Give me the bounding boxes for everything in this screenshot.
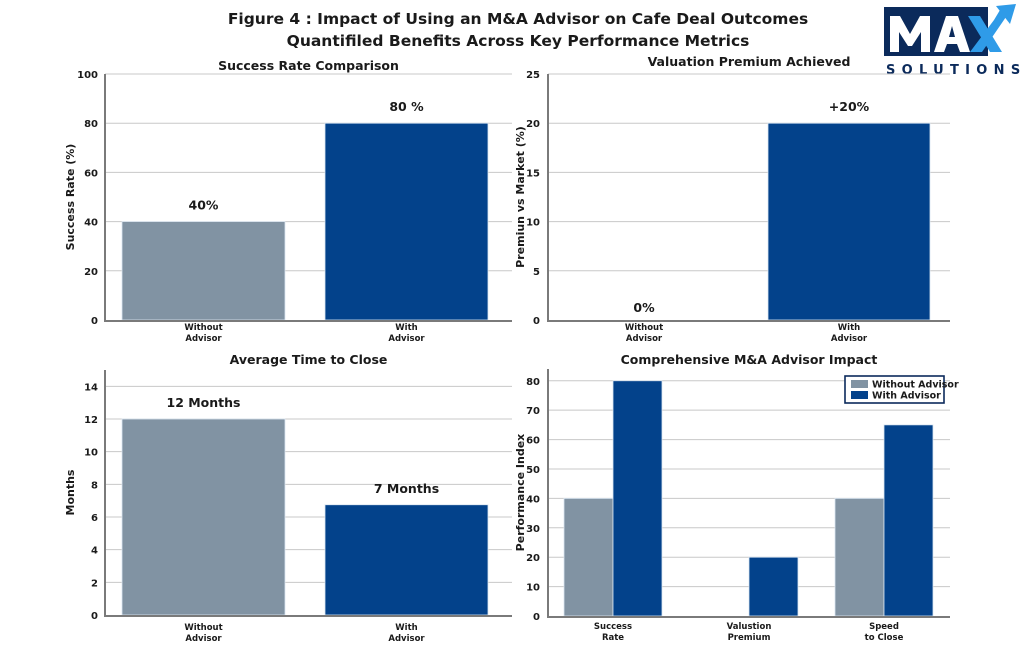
y-tick-label: 80 [84, 119, 98, 130]
y-tick-label: 0 [91, 611, 98, 622]
bar-with-advisor [748, 556, 799, 617]
logo-graphic: SOLUTIONS [884, 4, 1020, 78]
chart-title: Comprehensive M&A Advisor Impact [621, 352, 878, 367]
data-label: 80 % [389, 99, 424, 114]
y-tick-label: 2 [91, 578, 98, 589]
data-label: 40% [189, 198, 219, 213]
x-tick-label: Advisor [388, 334, 425, 344]
y-tick-label: 8 [91, 480, 98, 491]
y-tick-label: 5 [533, 267, 540, 278]
y-tick-label: 50 [526, 465, 540, 476]
y-tick-label: 20 [84, 267, 98, 278]
y-tick-label: 40 [84, 218, 98, 229]
y-tick-label: 20 [526, 119, 540, 130]
y-tick-label: 15 [526, 168, 540, 179]
bar-with-advisor [883, 424, 934, 617]
figure-title: Figure 4 : Impact of Using an M&A Adviso… [227, 10, 809, 28]
y-tick-label: 10 [84, 448, 98, 459]
data-label: 7 Months [374, 481, 439, 496]
chart-success-rate: Success Rate Comparison 0 20 40 60 80 100 Succe… [64, 58, 512, 344]
bar-with-advisor [767, 122, 931, 321]
arrow-up-right-icon [968, 4, 1016, 52]
data-label: 0% [633, 300, 655, 315]
x-tick-label: Valustion [727, 622, 772, 632]
y-tick-label: 30 [526, 524, 540, 535]
y-axis-label: Success Rate (%) [64, 144, 77, 251]
y-axis-label: Premiun vs Market (%) [514, 126, 527, 268]
chart-time-to-close: Average Time to Close 0 2 4 6 8 10 12 14 Months 12… [64, 352, 512, 644]
bar-with-advisor [324, 122, 489, 321]
chart-title: Success Rate Comparison [218, 58, 399, 73]
y-tick-label: 70 [526, 406, 540, 417]
x-tick-label: With [838, 323, 860, 333]
chart-title: Average Time to Close [230, 352, 388, 367]
legend-swatch-with-advisor [851, 391, 868, 399]
logo-letter-m [890, 16, 930, 52]
y-tick-label: 10 [526, 218, 540, 229]
y-axis-label: Performance Index [514, 434, 527, 552]
chart-comprehensive-impact: Comprehensive M&A Advisor Impact 0 10 20 30 4… [514, 352, 959, 643]
x-tick-label: Advisor [185, 334, 222, 344]
bar-with-advisor [612, 380, 663, 617]
x-tick-label: Without [625, 323, 663, 333]
y-tick-label: 60 [526, 436, 540, 447]
y-tick-label: 20 [526, 553, 540, 564]
legend-swatch-without-advisor [851, 380, 868, 388]
chart-title: Valuation Premium Achieved [648, 54, 851, 69]
chart-valuation-premium: Valuation Premium Achieved 0 5 10 15 20 25 Prem… [514, 54, 950, 344]
y-tick-label: 40 [526, 494, 540, 505]
y-tick-label: 25 [526, 70, 540, 81]
logo-letter-a-hole [949, 26, 955, 37]
bar-without-advisor [563, 497, 614, 617]
legend-label: Without Advisor [872, 380, 959, 391]
y-tick-label: 14 [84, 382, 98, 393]
x-tick-label: With [395, 623, 417, 633]
y-tick-label: 100 [77, 70, 98, 81]
x-tick-label: Advisor [831, 334, 868, 344]
y-tick-label: 12 [84, 415, 98, 426]
data-label: +20% [829, 99, 870, 114]
bar-without-advisor [121, 418, 286, 616]
y-tick-label: 80 [526, 377, 540, 388]
y-tick-label: 10 [526, 583, 540, 594]
y-tick-label: 6 [91, 513, 98, 524]
y-tick-label: 0 [533, 612, 540, 623]
legend-label: With Advisor [872, 391, 941, 402]
data-label: 12 Months [167, 395, 241, 410]
x-tick-label: With [395, 323, 417, 333]
bar-without-advisor [834, 497, 885, 617]
x-tick-label: Rate [602, 633, 624, 643]
x-tick-label: Without [184, 323, 222, 333]
x-tick-label: Advisor [626, 334, 663, 344]
y-tick-label: 0 [91, 316, 98, 327]
figure-subtitle: Quantifiled Benefits Across Key Performa… [286, 32, 750, 50]
x-tick-label: Premium [728, 633, 771, 643]
max-solutions-logo: SOLUTIONS [884, 4, 1024, 80]
bar-with-advisor [324, 504, 489, 616]
x-tick-label: Speed [869, 622, 899, 632]
bar-without-advisor [121, 221, 286, 321]
y-tick-label: 60 [84, 168, 98, 179]
x-tick-label: Advisor [185, 634, 222, 644]
x-tick-label: Success [594, 622, 632, 632]
y-tick-label: 0 [533, 316, 540, 327]
x-tick-label: to Close [865, 633, 904, 643]
y-tick-label: 4 [91, 546, 98, 557]
x-tick-label: Without [184, 623, 222, 633]
x-tick-label: Advisor [388, 634, 425, 644]
y-axis-label: Months [64, 469, 77, 515]
